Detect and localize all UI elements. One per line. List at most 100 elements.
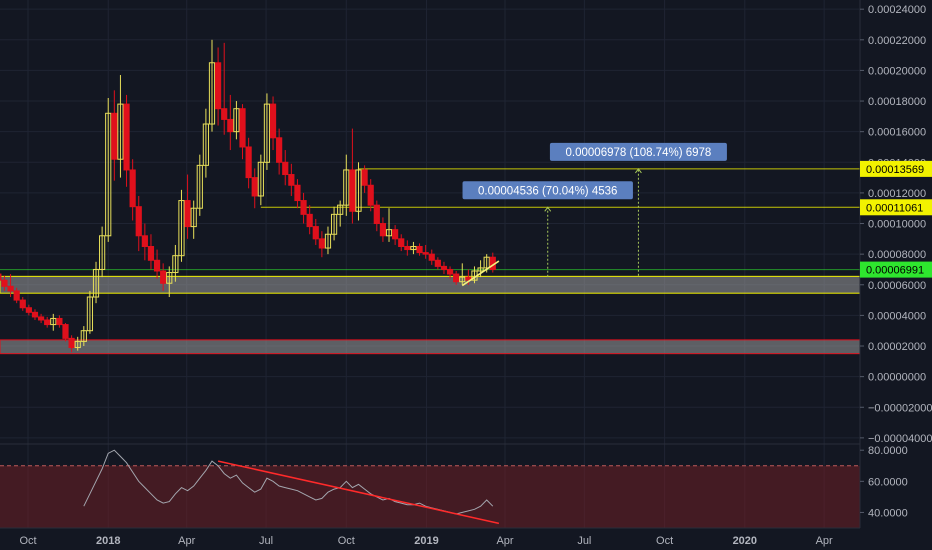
candle-down [141,235,148,247]
candle-up [477,267,484,272]
candle-down [318,238,325,249]
candle-down [269,103,277,139]
candle-down [440,265,448,270]
measure-label: 0.00004536 (70.04%) 4536 [478,185,617,197]
candle-down [37,316,45,321]
candle-down [306,213,313,228]
price-tick-label: 0.00002000 [868,341,926,353]
price-label: 0.00006991 [866,265,924,277]
rsi-trendline [217,460,500,525]
support-zone [0,339,861,355]
candle-up [178,200,185,257]
candle-down [129,169,136,208]
candle-up [190,207,197,228]
rsi-tick-label: 60.0000 [868,476,908,488]
price-tick-label: 0.00018000 [868,96,926,108]
price-trendline [461,260,500,287]
candle-up [196,164,203,209]
candle-down [44,319,51,326]
measure-label-box [549,142,727,161]
candle-down [288,174,295,186]
candle-down [251,177,258,197]
rsi-tick-label: 80.0000 [868,445,908,457]
rsi-band [0,465,860,528]
price-tick-label: 0.00008000 [868,249,926,261]
time-tick-label: 2020 [733,535,757,547]
candle-down [160,270,167,284]
price-tick-label: 0.00012000 [868,188,926,200]
candle-up [483,256,490,269]
candle-down [428,253,435,261]
candle-up [459,276,466,283]
price-tick-label: 0.00006000 [868,280,926,292]
candle-up [80,330,87,342]
price-tick-label: −0.00002000 [868,402,932,414]
candle-down [245,146,252,179]
candle-down [392,229,399,240]
candle-up [166,272,173,284]
candle-up [92,268,100,298]
measure-label: 0.00006978 (108.74%) 6978 [566,147,712,159]
candle-up [330,213,338,235]
price-trendline-segment [461,260,500,287]
candle-down [373,204,380,225]
candle-down [31,311,39,318]
time-tick-label: 2019 [414,535,438,547]
candle-down [68,337,75,349]
time-tick-label: Oct [338,535,355,547]
candle-down [135,206,142,237]
measure-arrow [544,206,552,212]
measure-tools: 0.00004536 (70.04%) 4536 0.00006978 (108.… [462,142,727,277]
rsi-tick-label: 40.0000 [868,507,908,519]
candle-down [276,137,283,163]
candle-down [153,259,161,272]
candle-down [13,290,20,301]
candle-down [379,223,387,237]
candle-down [1,279,8,287]
candle-down [367,184,374,206]
candle-down [227,118,234,133]
price-tick-label: −0.00004000 [868,433,932,445]
candle-down [0,273,2,281]
price-tick-label: 0.00020000 [868,65,926,77]
candle-up [263,103,271,163]
time-tick-label: Oct [656,535,673,547]
candle-down [239,108,246,148]
support-zone [0,275,861,294]
candle-down [25,307,32,313]
price-tick-label: 0.00022000 [868,35,926,47]
candle-down [56,317,63,326]
price-label: 0.00011061 [866,202,923,214]
time-tick-label: Jul [577,535,591,547]
candle-down [416,245,423,254]
candle-up [105,112,112,237]
candle-up [172,255,179,274]
time-tick-label: Apr [496,535,513,547]
candle-down [446,268,454,275]
candle-down [123,103,130,171]
candlestick-series [0,39,496,353]
candle-down [465,276,472,281]
candle-down [7,285,14,292]
time-tick-label: 2018 [96,535,120,547]
time-tick-label: Jul [259,535,273,547]
candle-up [343,169,350,206]
candle-up [99,235,106,270]
candle-up [337,204,344,215]
candle-down [111,112,118,160]
candle-up [202,123,209,166]
price-label-box [860,261,932,278]
candle-up [233,108,240,133]
candle-up [355,169,362,212]
price-tick-label: 0.00004000 [868,310,926,322]
candle-down [215,62,222,110]
measure-arrow [635,168,642,174]
candle-down [361,169,368,186]
price-label-box [860,199,932,216]
candle-down [294,184,301,202]
measure-label-box [462,181,633,200]
candle-down [184,200,191,228]
